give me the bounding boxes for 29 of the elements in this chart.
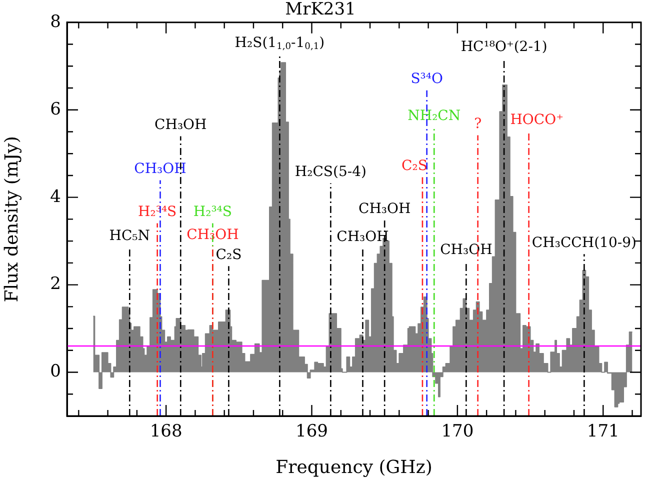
y-tick-label: 0: [50, 362, 61, 382]
x-axis-title: Frequency (GHz): [276, 456, 432, 478]
ref-line-label: CH₃OH: [134, 160, 186, 177]
ref-line-label: CH₃OH: [186, 226, 239, 243]
ref-line-label: C₂S: [216, 246, 242, 263]
y-axis-title: Flux density (mJy): [1, 136, 22, 302]
ref-line-label: CH₃OH: [154, 116, 207, 133]
y-tick-label: 4: [50, 186, 61, 207]
ref-line-label: HC₅N: [109, 228, 150, 244]
ref-line-label: H₂³⁴S: [138, 204, 177, 220]
ref-line-label: ?: [474, 116, 482, 132]
x-tick-label: 169: [296, 422, 328, 442]
x-tick-label: 170: [441, 422, 474, 442]
chart-title: MrK231: [285, 0, 356, 20]
ref-line-label: H₂CS(5-4): [294, 164, 366, 180]
ref-line-label: CH₃CCH(10-9): [532, 234, 636, 251]
y-tick-label: 2: [50, 274, 61, 294]
y-tick-label: 6: [50, 99, 61, 120]
ref-line-label: S³⁴O: [410, 70, 443, 87]
x-tick-label: 168: [150, 422, 182, 442]
ref-line-label: CH₃OH: [440, 242, 492, 258]
y-tick-label: 8: [50, 12, 61, 32]
ref-line-label: CH₃OH: [358, 200, 411, 217]
ref-line-label: HC¹⁸O⁺(2-1): [460, 39, 548, 56]
ref-line-label: NH₂CN: [408, 108, 461, 124]
ref-line-label: HOCO⁺: [510, 112, 564, 128]
ref-line-label: CH₃OH: [336, 228, 389, 245]
ref-line-label: H₂³⁴S: [193, 204, 232, 220]
x-tick-label: 171: [586, 422, 620, 442]
